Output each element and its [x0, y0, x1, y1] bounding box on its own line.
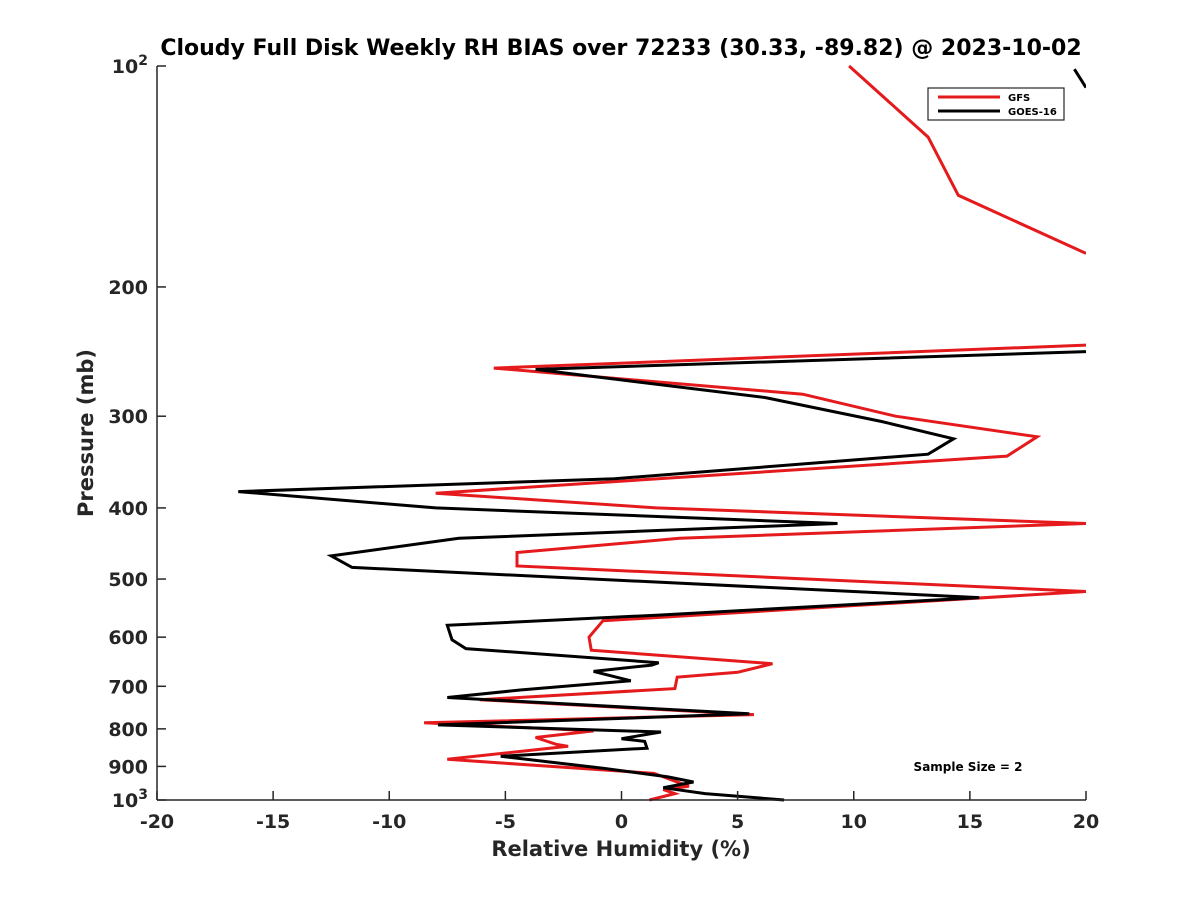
- series-line-goes-16: [238, 68, 1086, 802]
- y-tick-label: 500: [108, 569, 148, 591]
- y-tick-label: 600: [108, 627, 148, 649]
- chart-title: Cloudy Full Disk Weekly RH BIAS over 722…: [160, 36, 1081, 61]
- x-tick-label: -10: [372, 811, 406, 833]
- y-tick-label: 102: [112, 53, 148, 78]
- x-tick-label: 10: [841, 811, 867, 833]
- legend: GFS GOES-16: [927, 87, 1065, 121]
- sample-size-annotation: Sample Size = 2: [914, 760, 1023, 774]
- y-tick-label: 700: [108, 676, 148, 698]
- x-tick-label: 15: [957, 811, 983, 833]
- y-tick-label: 103: [112, 787, 148, 812]
- axes-layer: [156, 65, 1087, 801]
- y-axis-label: Pressure (mb): [74, 349, 98, 517]
- series-layer: [238, 64, 1086, 802]
- legend-box: [927, 87, 1065, 121]
- x-tick-label: 0: [615, 811, 628, 833]
- x-tick-label: 20: [1073, 811, 1099, 833]
- y-tick-label: 400: [108, 498, 148, 520]
- y-tick-label: 800: [108, 719, 148, 741]
- y-tick-label: 200: [108, 277, 148, 299]
- legend-label-gfs: GFS: [1008, 93, 1030, 104]
- x-axis-label: Relative Humidity (%): [491, 837, 750, 861]
- y-tick-label: 900: [108, 756, 148, 778]
- x-tick-label: -15: [256, 811, 290, 833]
- y-tick-label: 300: [108, 406, 148, 428]
- tick-labels: -20 -15 -10 -5 0 5 10 15 20 102 200 300 400 500 600 700…: [108, 53, 1099, 833]
- x-tick-label: -5: [495, 811, 516, 833]
- x-tick-label: 5: [731, 811, 744, 833]
- x-tick-label: -20: [140, 811, 174, 833]
- series-line-gfs: [424, 64, 1086, 802]
- legend-label-goes-16: GOES-16: [1008, 107, 1057, 118]
